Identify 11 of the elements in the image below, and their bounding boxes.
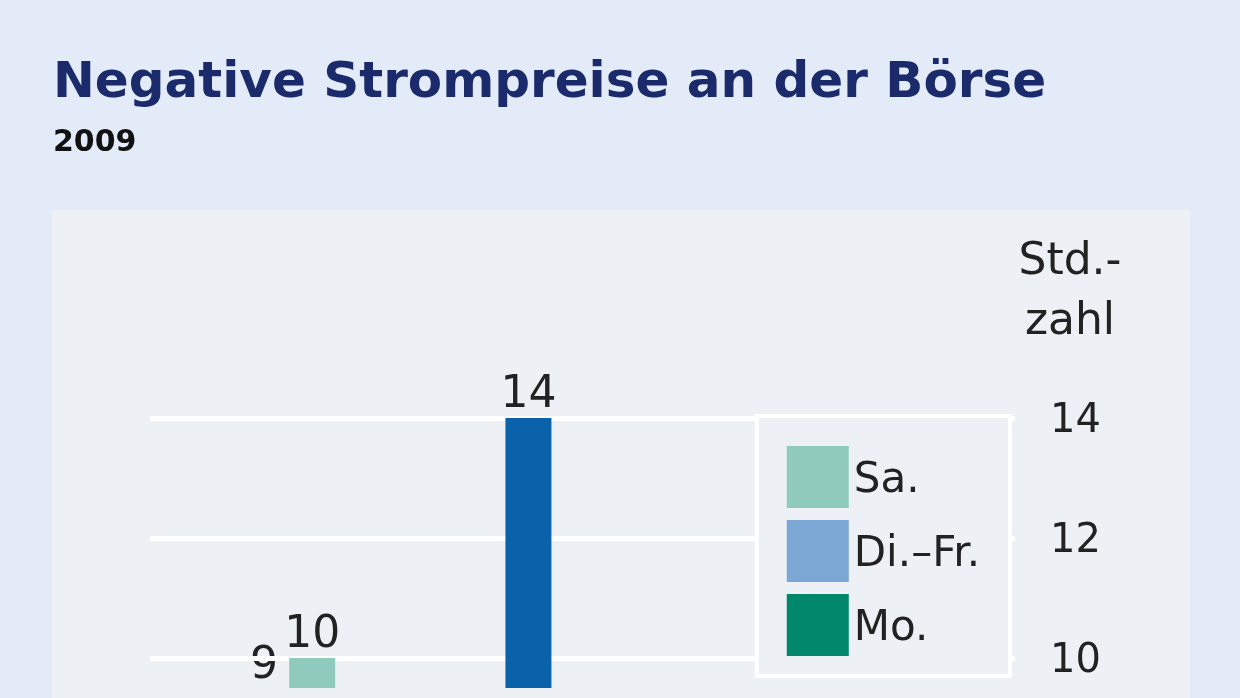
legend-label: Sa. (853, 452, 920, 502)
data-label: 14 (500, 365, 557, 417)
data-label: 10 (284, 605, 341, 657)
chart-title: Negative Strompreise an der Börse (53, 51, 1047, 109)
chart-subtitle: 2009 (53, 122, 137, 158)
y-tick-label: 14 (1050, 395, 1101, 441)
y-axis-title: Std.-zahl (1018, 232, 1122, 344)
y-tick-label: 10 (1050, 635, 1101, 681)
legend-label: Di.–Fr. (853, 526, 981, 576)
y-tick-label: 12 (1050, 515, 1101, 561)
legend-label: Mo. (853, 600, 929, 650)
